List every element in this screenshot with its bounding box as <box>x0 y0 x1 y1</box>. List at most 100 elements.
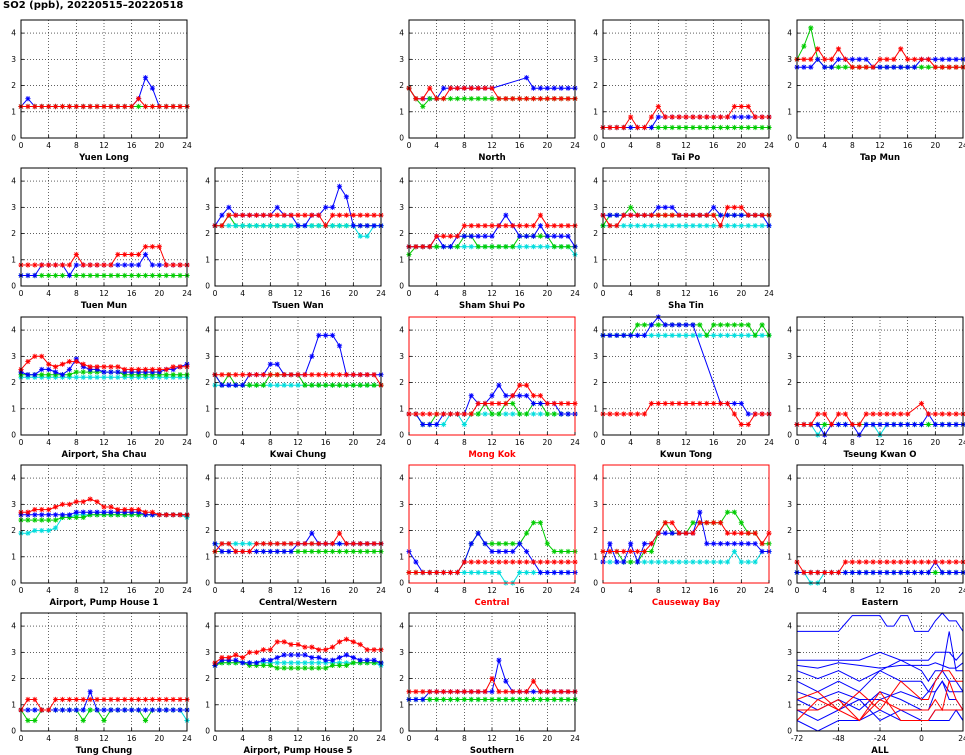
data-point <box>662 124 668 131</box>
data-point <box>219 541 225 547</box>
data-point <box>856 421 862 428</box>
data-point <box>808 64 814 70</box>
data-point <box>690 322 696 328</box>
data-point <box>489 223 495 229</box>
plot-frame <box>214 464 382 584</box>
data-point <box>80 262 86 268</box>
data-point <box>891 411 897 417</box>
data-point <box>759 223 765 229</box>
data-point <box>759 411 765 417</box>
data-point <box>288 660 294 666</box>
data-point <box>413 689 419 695</box>
y-tick-label: 2 <box>205 378 210 387</box>
x-tick-label: 12 <box>293 289 303 298</box>
data-point <box>676 400 682 407</box>
data-point <box>558 244 564 250</box>
data-point <box>122 512 128 518</box>
x-tick-label: 12 <box>681 289 691 298</box>
data-point <box>226 660 232 666</box>
data-point <box>25 358 31 365</box>
data-point <box>745 559 751 565</box>
data-point <box>364 541 370 547</box>
data-point <box>364 657 370 663</box>
data-point <box>87 689 93 695</box>
data-point <box>468 569 474 576</box>
data-point <box>475 244 481 250</box>
y-tick-label: 3 <box>593 55 598 64</box>
data-point <box>558 85 564 91</box>
data-point <box>468 393 474 399</box>
y-tick-label: 2 <box>593 378 598 387</box>
y-tick-label: 2 <box>399 81 404 90</box>
data-point <box>489 689 495 695</box>
y-tick-label: 3 <box>11 352 16 361</box>
data-point <box>717 400 724 407</box>
data-point <box>801 64 807 70</box>
data-point <box>177 272 183 279</box>
data-point <box>39 374 45 380</box>
data-point <box>655 103 661 110</box>
data-point <box>607 124 613 131</box>
x-tick-label: 12 <box>99 289 109 298</box>
data-point <box>170 512 176 518</box>
data-point <box>59 374 66 380</box>
data-point <box>731 400 738 407</box>
y-tick-label: 1 <box>11 404 16 413</box>
data-point <box>253 660 260 666</box>
x-tick-label: 24 <box>376 586 386 595</box>
data-point <box>724 332 731 338</box>
panel-tseung-kwan-o: 0481216202412340Tseung Kwan O <box>787 316 965 460</box>
series-line-blue <box>796 631 963 683</box>
x-tick-label: 12 <box>99 586 109 595</box>
data-point <box>170 272 176 279</box>
data-point <box>122 369 128 375</box>
data-point <box>530 520 537 526</box>
data-point <box>565 696 571 703</box>
data-point <box>523 411 530 417</box>
data-point <box>891 569 897 576</box>
data-point <box>177 262 183 268</box>
data-point <box>523 696 530 703</box>
data-point <box>523 569 530 576</box>
data-point <box>759 212 765 218</box>
data-point <box>704 400 710 407</box>
data-point <box>565 559 571 565</box>
data-point <box>364 212 370 218</box>
data-point <box>350 654 356 661</box>
data-point <box>759 541 765 547</box>
data-point <box>420 411 426 417</box>
y-tick-label: 3 <box>787 352 792 361</box>
data-point <box>641 212 648 218</box>
x-tick-label: 12 <box>487 734 497 743</box>
data-point <box>517 393 523 399</box>
data-point <box>32 272 38 279</box>
y-tick-label: 1 <box>11 700 16 709</box>
plot-frame <box>214 612 382 732</box>
data-point <box>815 56 821 62</box>
data-point <box>898 559 904 565</box>
data-point <box>350 541 356 547</box>
data-point <box>676 559 682 565</box>
x-tick-label: 8 <box>268 586 273 595</box>
data-point <box>281 372 287 378</box>
data-point <box>274 654 280 661</box>
data-point <box>496 223 502 229</box>
x-tick-label: 12 <box>875 586 885 595</box>
data-point <box>52 504 59 510</box>
y-tick-label: 1 <box>399 404 404 413</box>
data-point <box>295 372 301 378</box>
data-point <box>288 223 294 229</box>
data-point <box>808 569 814 576</box>
data-point <box>52 374 59 380</box>
x-tick-label: 16 <box>321 734 331 743</box>
data-point <box>822 411 828 417</box>
data-point <box>752 332 758 338</box>
data-point <box>149 272 156 279</box>
data-point <box>371 223 377 229</box>
y-tick-label: 2 <box>787 526 792 535</box>
data-point <box>711 400 717 407</box>
data-point <box>690 223 696 229</box>
data-point <box>662 400 668 407</box>
